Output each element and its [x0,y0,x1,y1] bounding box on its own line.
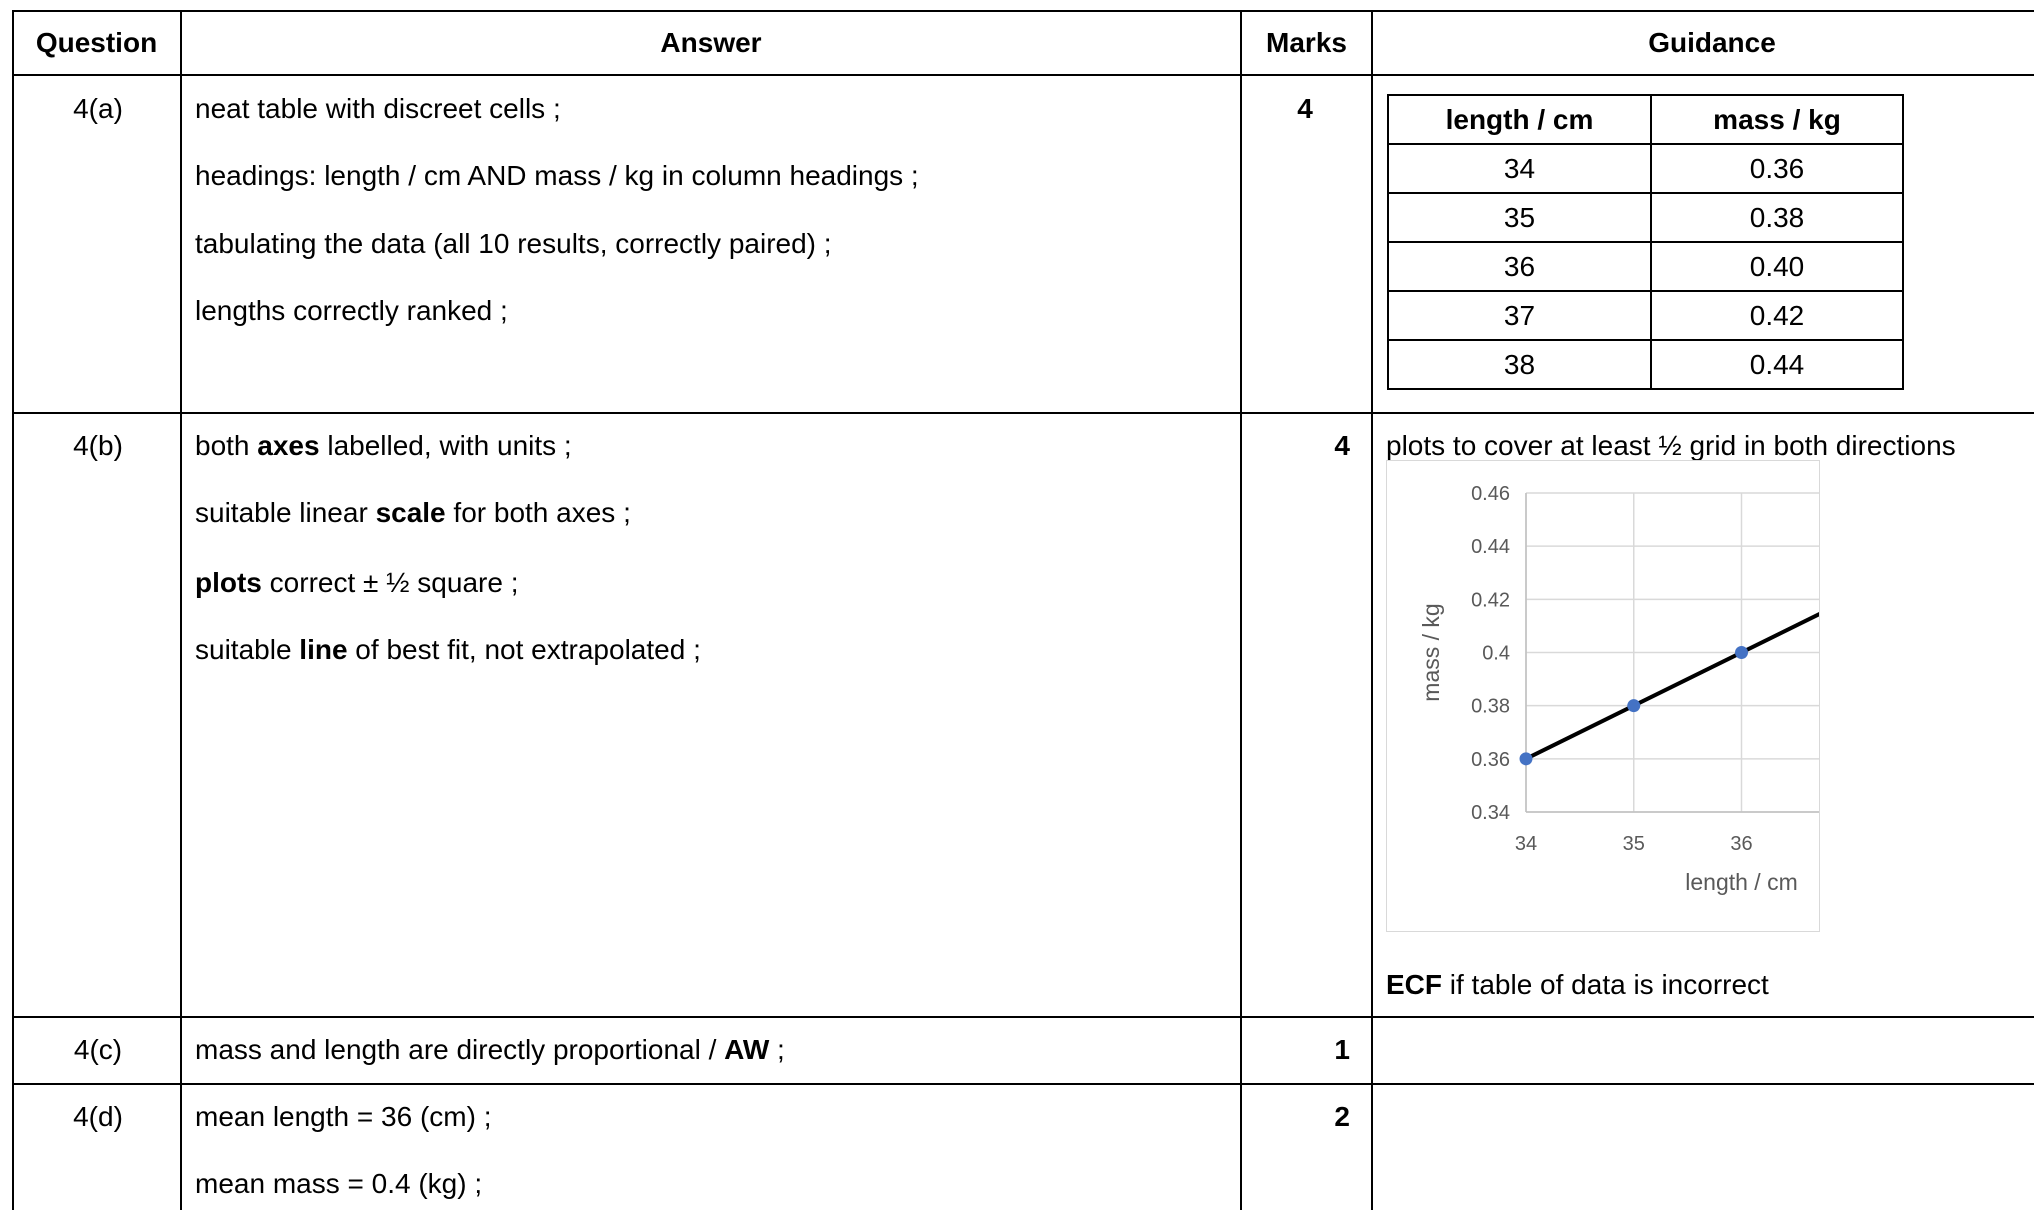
answer-keyword: line [299,634,348,665]
answer-line: suitable linear scale for both axes ; [195,497,631,529]
column-divider [180,10,182,1210]
answer-line: mean length = 36 (cm) ; [195,1101,492,1132]
table-cell: 0.38 [1650,192,1904,243]
answer-line: suitable line of best fit, not extrapola… [195,634,701,666]
table-row: 34 0.36 [1387,143,1904,194]
x-tick-label: 36 [1730,833,1752,855]
data-point [1627,699,1641,713]
answer-text: both [195,430,258,461]
header-question: Question [35,27,158,58]
table-cell: 0.36 [1650,143,1904,194]
guidance-text: ECF if table of data is incorrect [1386,969,1769,1001]
question-number: 4(d) [73,1101,123,1132]
header-marks: Marks [1266,27,1347,58]
data-point [1519,752,1533,766]
table-cell: 0.42 [1650,290,1904,341]
answer-text: of best fit, not extrapolated ; [347,634,701,665]
answer-line: headings: length / cm AND mass / kg in c… [195,160,919,191]
marks-value: 2 [1334,1101,1350,1132]
answer-text: mass and length are directly proportiona… [195,1034,725,1065]
table-top-border [12,10,2034,12]
answer-line: mean mass = 0.4 (kg) ; [195,1168,483,1199]
table-left-border [12,10,14,1210]
answer-text: suitable [195,634,300,665]
header-bottom-border [12,74,2034,76]
answer-text: suitable linear [195,497,376,528]
guidance-table-header: mass / kg [1650,94,1904,145]
table-cell: 0.44 [1650,339,1904,390]
y-tick-label: 0.38 [1471,696,1510,718]
x-axis-label: length / cm [1685,869,1798,895]
answer-text: for both axes ; [445,497,631,528]
marks-value: 4 [1334,430,1350,461]
guidance-text-rest: if table of data is incorrect [1442,969,1769,1000]
mass-length-chart: 0.340.360.380.40.420.440.463435363738len… [1418,483,1968,895]
marks-value: 1 [1334,1034,1350,1065]
answer-line: lengths correctly ranked ; [195,295,508,326]
answer-line: neat table with discreet cells ; [195,93,561,124]
guidance-text: plots to cover at least ½ grid in both d… [1386,430,1956,461]
x-tick-label: 35 [1623,833,1645,855]
table-cell: 38 [1387,339,1652,390]
table-row: 35 0.38 [1387,192,1904,243]
y-tick-label: 0.36 [1471,749,1510,771]
column-divider [1371,10,1373,1210]
table-cell: 35 [1387,192,1652,243]
header-answer: Answer [660,27,762,58]
guidance-data-table: length / cm mass / kg 34 0.36 35 0.38 36… [1387,94,1904,390]
x-tick-label: 34 [1515,833,1537,855]
marks-value: 4 [1297,93,1313,124]
row-divider [12,1083,2034,1085]
table-cell: 36 [1387,241,1652,292]
chart-frame: 0.340.360.380.40.420.440.463435363738len… [1386,460,1968,932]
answer-text: ; [769,1034,785,1065]
column-divider [1240,10,1242,1210]
answer-line: both axes labelled, with units ; [195,430,572,462]
table-cell: 37 [1387,290,1652,341]
table-row: 38 0.44 [1387,339,1904,390]
guidance-table-header: length / cm [1387,94,1652,145]
header-guidance: Guidance [1648,27,1776,58]
question-number: 4(c) [73,1034,123,1065]
y-axis-label: mass / kg [1418,603,1444,701]
y-tick-label: 0.42 [1471,589,1510,611]
row-divider [12,1016,2034,1018]
y-tick-label: 0.44 [1471,536,1510,558]
table-cell: 34 [1387,143,1652,194]
y-tick-label: 0.34 [1471,802,1510,824]
answer-text: correct ± ½ square ; [261,567,519,598]
y-tick-label: 0.46 [1471,483,1510,505]
answer-keyword: plots [195,567,262,598]
data-point [1735,646,1748,659]
answer-line: plots correct ± ½ square ; [195,567,518,599]
answer-line: tabulating the data (all 10 results, cor… [195,228,832,259]
question-number: 4(b) [73,430,123,461]
answer-keyword: scale [375,497,446,528]
question-number: 4(a) [73,93,123,124]
table-row: 36 0.40 [1387,241,1904,292]
answer-keyword: axes [257,430,320,461]
y-tick-label: 0.4 [1482,643,1510,665]
guidance-keyword: ECF [1386,969,1442,1000]
answer-line: mass and length are directly proportiona… [195,1034,785,1066]
table-row: 37 0.42 [1387,290,1904,341]
table-cell: 0.40 [1650,241,1904,292]
answer-keyword: AW [724,1034,770,1065]
answer-text: labelled, with units ; [319,430,572,461]
row-divider [12,412,2034,414]
guidance-table-header-row: length / cm mass / kg [1387,94,1904,145]
